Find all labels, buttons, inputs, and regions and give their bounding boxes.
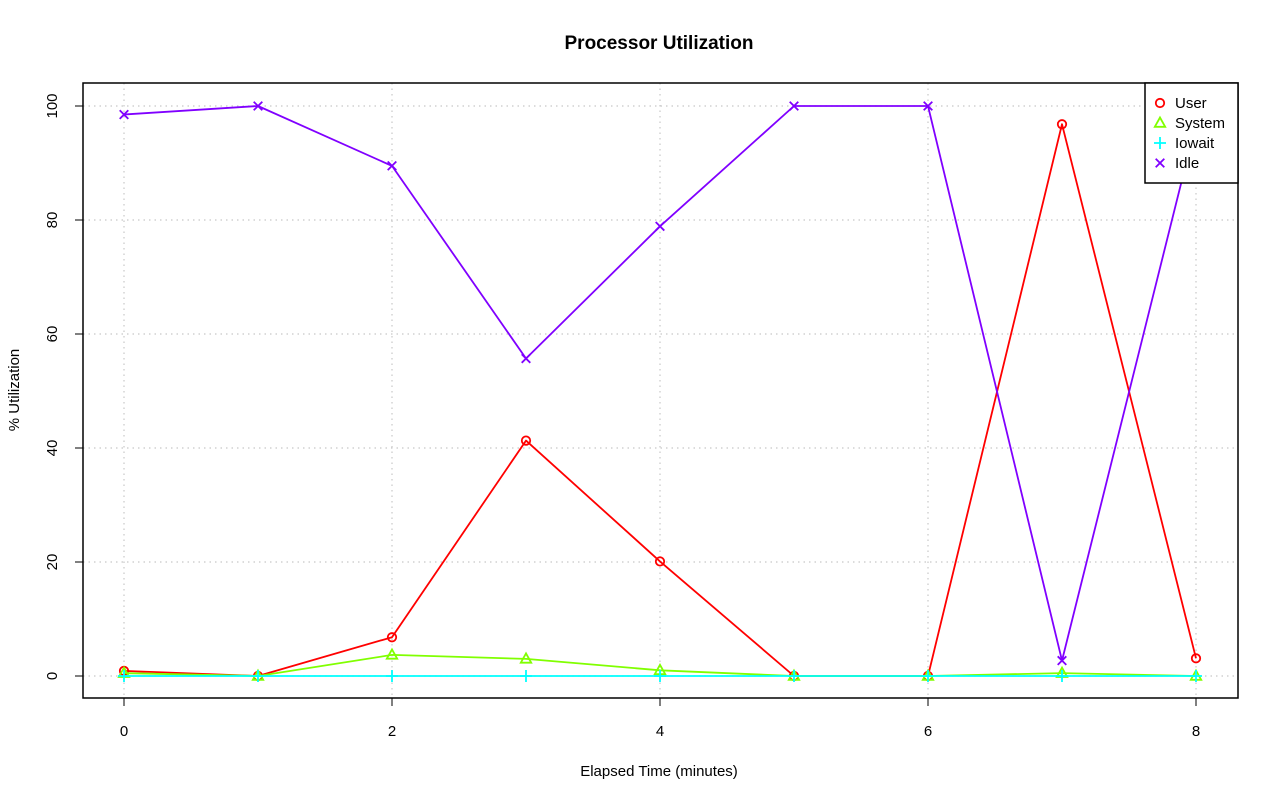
y-tick-label: 80 xyxy=(44,212,61,229)
x-tick-label: 4 xyxy=(656,723,664,740)
point-idle xyxy=(253,101,263,111)
point-user xyxy=(654,556,666,567)
point-iowait xyxy=(788,670,800,682)
series-line-idle xyxy=(123,105,1197,662)
y-axis-label: % Utilization xyxy=(6,349,23,432)
legend-label-system: System xyxy=(1175,115,1225,132)
point-iowait xyxy=(520,670,532,682)
legend-marker-system xyxy=(1153,115,1167,128)
y-tick-label: 40 xyxy=(44,440,61,457)
legend-marker-user xyxy=(1154,97,1166,109)
point-iowait xyxy=(1190,670,1202,682)
legend-marker-iowait xyxy=(1154,137,1166,149)
legend-marker-idle xyxy=(1155,158,1165,168)
y-tick-label: 0 xyxy=(44,672,61,680)
point-user xyxy=(520,435,532,446)
point-idle xyxy=(119,109,129,120)
point-user xyxy=(1056,119,1068,130)
series-line-user xyxy=(123,123,1197,677)
x-tick-label: 6 xyxy=(924,723,932,740)
point-user xyxy=(1190,653,1202,664)
point-user xyxy=(386,632,398,643)
legend-label-idle: Idle xyxy=(1175,155,1199,172)
point-idle xyxy=(923,101,933,111)
x-tick-label: 8 xyxy=(1192,723,1200,740)
point-idle xyxy=(655,221,665,232)
point-idle xyxy=(789,101,799,111)
legend: User System Iowait Idle xyxy=(1144,82,1239,184)
series-iowait xyxy=(118,670,1202,682)
y-tick-label: 100 xyxy=(44,93,61,118)
point-iowait xyxy=(386,670,398,682)
point-idle xyxy=(521,353,531,364)
x-axis-label: Elapsed Time (minutes) xyxy=(580,763,738,780)
chart-title: Processor Utilization xyxy=(565,33,754,54)
point-iowait xyxy=(1056,670,1068,682)
x-tick-label: 0 xyxy=(120,723,128,740)
legend-label-iowait: Iowait xyxy=(1175,135,1215,152)
point-iowait xyxy=(118,670,130,682)
y-tick-label: 60 xyxy=(44,326,61,343)
point-iowait xyxy=(922,670,934,682)
point-iowait xyxy=(654,670,666,682)
point-system xyxy=(519,651,533,664)
series-layer xyxy=(117,101,1203,682)
y-axis: 0 20 40 60 80 100 xyxy=(44,93,84,680)
legend-label-user: User xyxy=(1175,95,1207,112)
point-idle xyxy=(1057,655,1067,666)
grid xyxy=(83,83,1238,698)
x-tick-label: 2 xyxy=(388,723,396,740)
series-idle xyxy=(119,101,1201,666)
x-axis: 0 2 4 6 8 xyxy=(120,697,1200,740)
point-iowait xyxy=(252,670,264,682)
point-system xyxy=(385,647,399,660)
y-tick-label: 20 xyxy=(44,554,61,571)
point-idle xyxy=(387,160,397,171)
